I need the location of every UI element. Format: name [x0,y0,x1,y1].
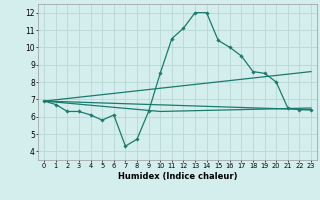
X-axis label: Humidex (Indice chaleur): Humidex (Indice chaleur) [118,172,237,181]
